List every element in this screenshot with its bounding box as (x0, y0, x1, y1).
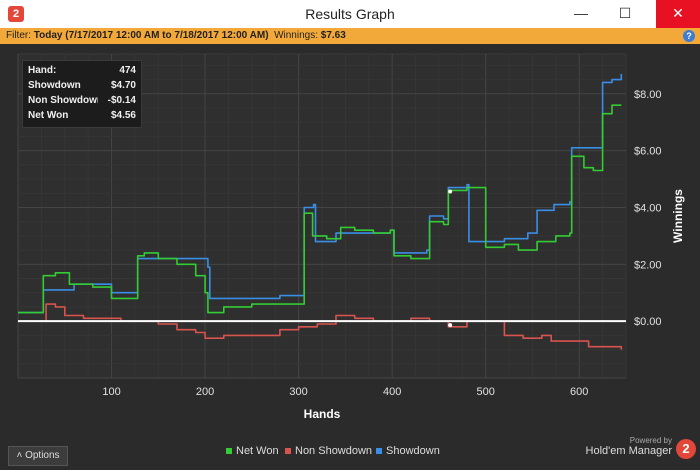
y-tick-label: $2.00 (634, 259, 662, 271)
close-button[interactable]: ✕ (656, 0, 700, 28)
tooltip-label: Net Won (28, 110, 69, 121)
powered-by-label: Powered by (629, 436, 672, 445)
y-tick-label: $6.00 (634, 146, 662, 158)
filter-bar: Filter: Today (7/17/2017 12:00 AM to 7/1… (0, 28, 700, 44)
window-title: Results Graph (305, 6, 395, 22)
bottom-bar: ˄ Options Net Won Non Showdown Showdown … (0, 436, 700, 470)
title-bar: 2 Results Graph — ☐ ✕ (0, 0, 700, 29)
tooltip-value: 474 (119, 65, 136, 76)
options-label: Options (25, 450, 60, 461)
legend-label: Showdown (386, 445, 440, 457)
legend-swatch (226, 448, 232, 455)
filter-value: Today (7/17/2017 12:00 AM to 7/18/2017 1… (33, 30, 269, 41)
tooltip-value: $4.70 (110, 80, 136, 91)
x-tick-label: 600 (570, 386, 588, 398)
chevron-up-icon: ˄ (16, 450, 23, 461)
x-tick-label: 300 (289, 386, 307, 398)
brand-block: Powered by Hold'em Manager (586, 436, 672, 457)
legend-swatch (376, 448, 382, 455)
y-tick-label: $0.00 (634, 316, 662, 328)
x-tick-label: 100 (102, 386, 120, 398)
tooltip-value: $4.56 (110, 110, 136, 121)
x-tick-label: 500 (477, 386, 495, 398)
series-line-non-showdown (18, 303, 623, 350)
x-axis-title: Hands (304, 407, 341, 421)
filter-prefix: Filter: (6, 30, 34, 41)
options-button[interactable]: ˄ Options (8, 446, 68, 466)
legend-label: Non Showdown (295, 445, 373, 457)
tooltip-value: -$0.14 (107, 95, 136, 106)
winnings-value: $7.63 (320, 30, 346, 41)
legend-item-showdown[interactable]: Showdown (376, 445, 440, 457)
tooltip-row-showdown: Showdown $4.70 (28, 79, 138, 93)
app-logo-icon: 2 (8, 6, 24, 22)
hover-marker (448, 323, 453, 328)
brand-name: Hold'em Manager (585, 445, 672, 457)
x-tick-label: 200 (196, 386, 214, 398)
hover-tooltip: Hand: 474 Showdown $4.70 Non Showdown -$… (22, 60, 142, 128)
results-chart[interactable]: 100 200 300 400 500 600 $0.00 $2.00 $4.00 $6.00 $8… (6, 48, 694, 436)
tooltip-label: Non Showdown (28, 95, 98, 106)
series-line-net-won (18, 104, 622, 314)
tooltip-row-net-won: Net Won $4.56 (28, 109, 138, 123)
x-tick-label: 400 (383, 386, 401, 398)
y-axis-title: Winnings (671, 189, 685, 243)
winnings-label: Winnings: (268, 30, 321, 41)
tooltip-row-non-showdown: Non Showdown -$0.14 (28, 94, 138, 108)
brand-logo-icon: 2 (676, 439, 696, 459)
legend-item-net-won[interactable]: Net Won (226, 445, 279, 457)
tooltip-label: Hand: (28, 65, 57, 76)
y-tick-label: $8.00 (634, 89, 662, 101)
legend-swatch (285, 448, 291, 455)
y-tick-label: $4.00 (634, 202, 662, 214)
maximize-button[interactable]: ☐ (618, 5, 632, 21)
legend-item-non-showdown[interactable]: Non Showdown (285, 445, 372, 457)
tooltip-label: Showdown (28, 80, 81, 91)
legend-label: Net Won (236, 445, 279, 457)
tooltip-row-hand: Hand: 474 (28, 64, 138, 78)
help-icon[interactable]: ? (683, 30, 695, 42)
minimize-button[interactable]: — (574, 5, 588, 21)
hover-marker (448, 189, 453, 194)
